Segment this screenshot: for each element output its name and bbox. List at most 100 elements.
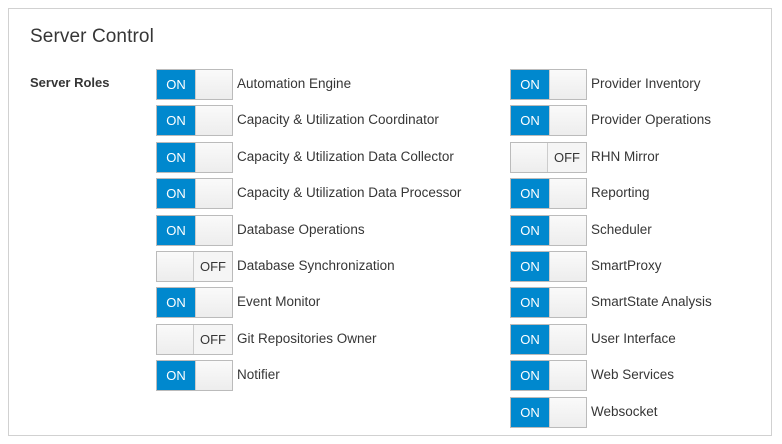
scheduler-toggle[interactable]: ON (510, 214, 587, 246)
role-label: SmartState Analysis (591, 294, 712, 310)
role-label: User Interface (591, 330, 676, 346)
role-label: Capacity & Utilization Coordinator (237, 112, 439, 128)
git-repositories-owner-toggle[interactable]: OFF (156, 323, 233, 355)
toggle-knob (157, 251, 194, 281)
role-label: Capacity & Utilization Data Processor (237, 185, 462, 201)
toggle-on-text: ON (511, 361, 549, 391)
provider-inventory-toggle[interactable]: ON (510, 69, 587, 100)
role-row-event-monitor: ON Event Monitor (156, 287, 461, 323)
role-row-automation-engine: ON Automation Engine (156, 69, 461, 105)
role-label: Notifier (237, 367, 280, 383)
role-label: Database Synchronization (237, 257, 395, 273)
server-control-panel: Server Control Server Roles ON Automation… (8, 8, 772, 436)
toggle-on-text: ON (511, 288, 549, 318)
provider-operations-toggle[interactable]: ON (510, 105, 587, 137)
toggle-on-text: ON (157, 288, 195, 318)
role-row-notifier: ON Notifier (156, 360, 461, 396)
toggle-knob (195, 179, 232, 209)
role-row-smartproxy: ON SmartProxy (510, 250, 712, 287)
role-label: Database Operations (237, 221, 365, 237)
toggle-knob (157, 324, 194, 354)
toggle-on-text: ON (157, 361, 195, 391)
toggle-on-text: ON (511, 251, 549, 281)
toggle-knob (549, 215, 586, 245)
notifier-toggle[interactable]: ON (156, 360, 233, 392)
role-label: Provider Operations (591, 112, 712, 128)
server-roles-label: Server Roles (30, 75, 110, 90)
role-label: Capacity & Utilization Data Collector (237, 148, 454, 164)
role-label: Provider Inventory (591, 76, 701, 91)
role-label: Scheduler (591, 221, 652, 237)
role-label: SmartProxy (591, 257, 662, 273)
role-row-capacity-and-utilization-data-processor: ON Capacity & Utilization Data Processor (156, 178, 461, 214)
toggle-on-text: ON (511, 397, 549, 427)
user-interface-toggle[interactable]: ON (510, 323, 587, 355)
toggle-on-text: ON (511, 179, 549, 209)
smartproxy-toggle[interactable]: ON (510, 250, 587, 282)
role-label: RHN Mirror (591, 148, 660, 164)
event-monitor-toggle[interactable]: ON (156, 287, 233, 319)
toggle-on-text: ON (157, 106, 195, 136)
toggle-knob (549, 361, 586, 391)
role-label: Reporting (591, 185, 650, 201)
toggle-knob (549, 397, 586, 427)
toggle-on-text: ON (511, 70, 549, 99)
toggle-off-text: OFF (194, 251, 232, 281)
database-synchronization-toggle[interactable]: OFF (156, 250, 233, 282)
smartstate-analysis-toggle[interactable]: ON (510, 287, 587, 319)
database-operations-toggle[interactable]: ON (156, 214, 233, 246)
role-label: Web Services (591, 367, 675, 383)
capacity-and-utilization-data-processor-toggle[interactable]: ON (156, 178, 233, 210)
toggle-off-text: OFF (194, 324, 232, 354)
toggle-on-text: ON (157, 215, 195, 245)
role-label: Automation Engine (237, 76, 352, 91)
toggle-on-text: ON (157, 179, 195, 209)
role-row-user-interface: ON User Interface (510, 323, 712, 360)
toggle-knob (549, 106, 586, 136)
role-row-reporting: ON Reporting (510, 178, 712, 214)
role-label: Git Repositories Owner (237, 330, 377, 346)
toggle-knob (195, 106, 232, 136)
role-row-capacity-and-utilization-data-collector: ON Capacity & Utilization Data Collector (156, 141, 461, 178)
toggle-knob (195, 142, 232, 172)
websocket-toggle[interactable]: ON (510, 396, 587, 428)
role-row-scheduler: ON Scheduler (510, 214, 712, 251)
toggle-knob (549, 251, 586, 281)
toggle-knob (549, 288, 586, 318)
web-services-toggle[interactable]: ON (510, 360, 587, 392)
toggle-knob (195, 361, 232, 391)
role-row-provider-inventory: ON Provider Inventory (510, 69, 712, 105)
toggle-knob (549, 324, 586, 354)
role-row-database-synchronization: OFF Database Synchronization (156, 250, 461, 287)
role-row-provider-operations: ON Provider Operations (510, 105, 712, 141)
toggle-on-text: ON (157, 142, 195, 172)
toggle-knob (511, 142, 548, 172)
capacity-and-utilization-data-collector-toggle[interactable]: ON (156, 141, 233, 173)
role-row-smartstate-analysis: ON SmartState Analysis (510, 287, 712, 323)
toggle-on-text: ON (511, 324, 549, 354)
capacity-and-utilization-coordinator-toggle[interactable]: ON (156, 105, 233, 137)
role-row-rhn-mirror: OFF RHN Mirror (510, 141, 712, 178)
toggle-on-text: ON (511, 106, 549, 136)
toggle-on-text: ON (511, 215, 549, 245)
role-label: Websocket (591, 403, 658, 419)
toggle-knob (195, 288, 232, 318)
role-row-capacity-and-utilization-coordinator: ON Capacity & Utilization Coordinator (156, 105, 461, 141)
toggle-knob (549, 70, 586, 99)
role-row-websocket: ON Websocket (510, 396, 712, 433)
role-row-web-services: ON Web Services (510, 360, 712, 396)
role-row-git-repositories-owner: OFF Git Repositories Owner (156, 323, 461, 360)
rhn-mirror-toggle[interactable]: OFF (510, 141, 587, 173)
panel-title: Server Control (30, 26, 154, 47)
roles-column-left: ON Automation Engine ON Capacity & Utilizat… (156, 69, 461, 397)
role-row-database-operations: ON Database Operations (156, 214, 461, 251)
toggle-knob (195, 215, 232, 245)
role-label: Event Monitor (237, 294, 321, 310)
toggle-off-text: OFF (548, 142, 586, 172)
toggle-on-text: ON (157, 70, 195, 99)
toggle-knob (549, 179, 586, 209)
reporting-toggle[interactable]: ON (510, 178, 587, 210)
roles-column-right: ON Provider Inventory ON Provider Operation… (510, 69, 712, 433)
toggle-knob (195, 70, 232, 99)
automation-engine-toggle[interactable]: ON (156, 69, 233, 100)
